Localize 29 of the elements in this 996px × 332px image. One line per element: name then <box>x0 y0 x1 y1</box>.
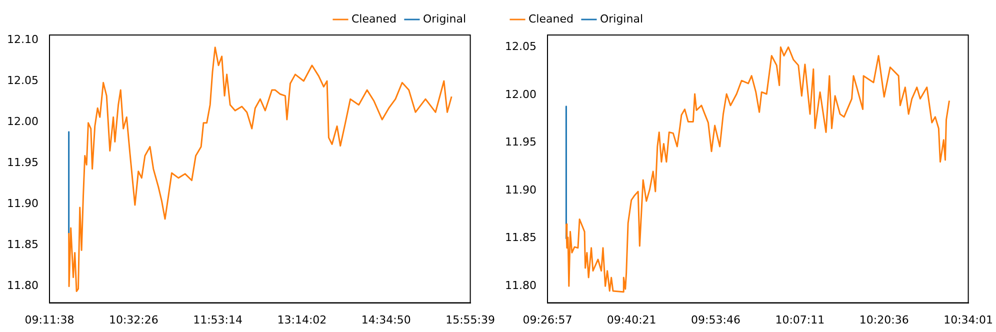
x-tick-label: 11:53:14 <box>193 313 243 326</box>
y-tick-label: 11.85 <box>504 231 536 244</box>
y-tick-label: 11.90 <box>6 197 38 210</box>
y-tick-label: 11.90 <box>504 183 536 196</box>
x-tick-label: 10:34:01 <box>944 313 993 326</box>
x-tick-label: 09:40:21 <box>606 313 656 326</box>
y-tick-label: 12.05 <box>6 74 38 87</box>
x-tick-label: 10:07:11 <box>775 313 825 326</box>
y-tick-label: 12.05 <box>504 40 536 53</box>
legend-label: Original <box>422 12 466 26</box>
y-tick-label: 12.00 <box>6 114 38 128</box>
y-tick-label: 12.00 <box>504 88 536 101</box>
x-tick-label: 09:26:57 <box>522 313 572 326</box>
x-tick-label: 09:53:46 <box>691 313 740 326</box>
x-tick-label: 09:11:38 <box>24 313 74 326</box>
x-tick-label: 15:55:39 <box>446 313 495 326</box>
x-tick-label: 14:34:50 <box>361 313 411 326</box>
y-tick-label: 11.95 <box>504 136 536 149</box>
legend-label: Original <box>600 12 644 26</box>
y-tick-label: 11.80 <box>504 279 536 292</box>
legend-label: Cleaned <box>351 12 396 26</box>
y-tick-label: 12.10 <box>6 32 38 46</box>
x-tick-label: 13:14:02 <box>277 313 327 326</box>
y-tick-label: 11.80 <box>6 279 38 292</box>
y-tick-label: 11.95 <box>6 156 38 170</box>
x-tick-label: 10:32:26 <box>108 313 158 326</box>
legend-label: Cleaned <box>528 12 574 26</box>
y-tick-label: 11.85 <box>6 238 38 252</box>
x-tick-label: 10:20:36 <box>859 313 909 326</box>
